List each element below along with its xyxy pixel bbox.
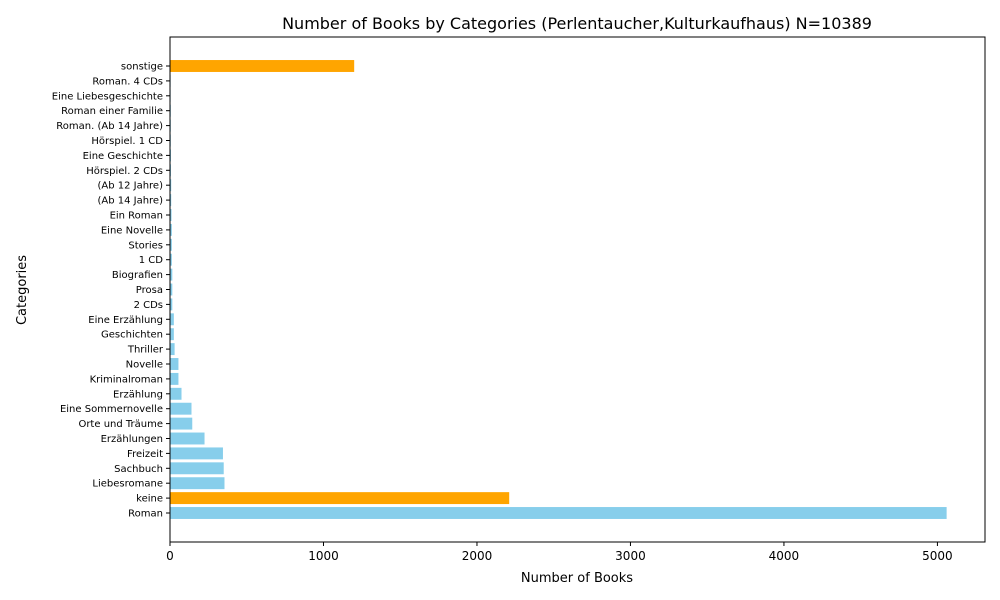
- y-tick-label-4: Freizeit: [127, 449, 163, 460]
- bar-14: [170, 298, 173, 311]
- y-tick-labels: Roman keine Liebesromane Sachbuch Freizeit Er…: [52, 62, 170, 520]
- y-tick-label-9: Kriminalroman: [90, 374, 163, 385]
- bars-group: [170, 60, 947, 519]
- x-tick-label-5: 5000: [922, 549, 953, 563]
- y-tick-label-10: Novelle: [126, 360, 163, 371]
- bar-2: [170, 477, 225, 490]
- bar-12: [170, 328, 174, 341]
- x-tick-label-1: 1000: [308, 549, 339, 563]
- x-axis-label: Number of Books: [521, 571, 633, 586]
- bar-13: [170, 313, 174, 326]
- y-tick-label-29: Roman. 4 CDs: [92, 76, 163, 87]
- bar-16: [170, 268, 173, 281]
- x-tick-label-3: 3000: [615, 549, 646, 563]
- bar-0: [170, 507, 947, 519]
- y-tick-label-17: 1 CD: [139, 255, 164, 266]
- x-tick-label-4: 4000: [769, 549, 800, 563]
- bar-1: [170, 492, 510, 505]
- y-tick-label-3: Sachbuch: [114, 464, 163, 475]
- y-tick-label-13: Eine Erzählung: [88, 315, 163, 326]
- bar-30: [170, 60, 355, 72]
- y-tick-label-11: Thriller: [127, 345, 164, 356]
- y-axis-label: Categories: [15, 255, 30, 325]
- bar-15: [170, 283, 173, 296]
- bar-7: [170, 402, 192, 415]
- y-tick-label-25: Hörspiel. 1 CD: [91, 136, 163, 147]
- bar-18: [170, 238, 172, 251]
- bar-10: [170, 358, 179, 370]
- bar-21: [170, 194, 172, 207]
- y-tick-label-19: Eine Novelle: [101, 225, 163, 236]
- x-tick-label-2: 2000: [462, 549, 493, 563]
- y-tick-label-22: (Ab 12 Jahre): [97, 181, 163, 192]
- y-tick-label-0: Roman: [128, 509, 163, 520]
- bar-6: [170, 417, 193, 430]
- bar-17: [170, 253, 172, 266]
- bar-9: [170, 372, 179, 385]
- y-tick-label-7: Eine Sommernovelle: [60, 404, 163, 415]
- bar-5: [170, 432, 205, 445]
- bar-4: [170, 447, 223, 460]
- y-tick-label-5: Erzählungen: [101, 434, 163, 445]
- y-tick-label-21: (Ab 14 Jahre): [97, 196, 163, 207]
- y-tick-label-12: Geschichten: [101, 330, 163, 341]
- y-tick-label-8: Erzählung: [113, 389, 163, 400]
- y-tick-label-27: Roman einer Familie: [61, 106, 163, 117]
- bar-8: [170, 387, 182, 400]
- y-tick-label-15: Prosa: [136, 285, 163, 296]
- bar-3: [170, 462, 224, 475]
- y-tick-label-16: Biografien: [112, 270, 163, 281]
- x-ticks: 0 1000 2000 3000 4000 5000: [166, 542, 953, 563]
- y-tick-label-30: sonstige: [121, 62, 163, 73]
- y-tick-label-26: Roman. (Ab 14 Jahre): [56, 121, 163, 132]
- bar-19: [170, 223, 172, 236]
- x-tick-label-0: 0: [166, 549, 174, 563]
- y-tick-label-1: keine: [136, 494, 163, 505]
- y-tick-label-6: Orte und Träume: [78, 419, 163, 430]
- y-tick-label-2: Liebesromane: [92, 479, 163, 490]
- bar-11: [170, 343, 175, 356]
- y-tick-label-24: Eine Geschichte: [83, 151, 163, 162]
- chart-title: Number of Books by Categories (Perlentau…: [282, 14, 872, 33]
- y-tick-label-20: Ein Roman: [110, 211, 163, 222]
- y-tick-label-28: Eine Liebesgeschichte: [52, 91, 163, 102]
- plot-frame: [169, 36, 986, 543]
- y-tick-label-18: Stories: [128, 240, 163, 251]
- bar-22: [170, 179, 172, 192]
- y-tick-label-23: Hörspiel. 2 CDs: [86, 166, 163, 177]
- bar-20: [170, 209, 172, 221]
- y-tick-label-14: 2 CDs: [134, 300, 163, 311]
